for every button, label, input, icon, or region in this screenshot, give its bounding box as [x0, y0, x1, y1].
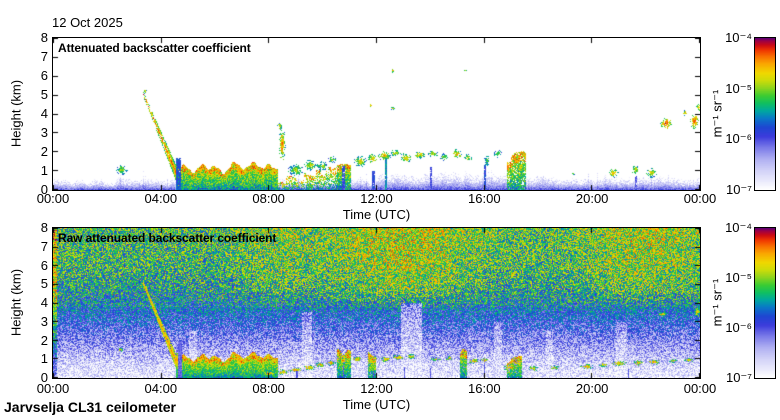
x-tick-label: 04:00 [144, 191, 178, 206]
x-tick-label: 00:00 [683, 381, 717, 396]
x-tick-label: 00:00 [36, 191, 70, 206]
y-tick-label: 5 [40, 87, 48, 102]
colorbar-tick-label: 10⁻⁴ [725, 220, 752, 235]
x-tick-label: 16:00 [468, 191, 501, 206]
x-tick-label: 04:00 [144, 381, 178, 396]
y-tick-label: 3 [40, 313, 48, 329]
y-tick-label: 8 [40, 220, 48, 235]
y-tick-label: 0 [40, 182, 48, 197]
colorbar-tick-label: 10⁻⁷ [725, 182, 752, 197]
bottom-panel-title: Raw attenuated backscatter coefficient [58, 231, 277, 245]
instrument-label: Jarvselja CL31 ceilometer [4, 399, 176, 415]
colorbar-tick-label: 10⁻⁴ [725, 30, 752, 45]
bottom-x-axis-label: Time (UTC) [342, 397, 411, 412]
bottom-colorbar-unit-label: m⁻¹ sr⁻¹ [709, 278, 725, 327]
x-tick-label: 20:00 [575, 191, 609, 206]
colorbar-tick-label: 10⁻⁷ [725, 370, 752, 385]
top-x-axis-label: Time (UTC) [342, 207, 411, 222]
x-tick-label: 08:00 [252, 381, 285, 396]
y-tick-label: 3 [40, 125, 48, 140]
y-tick-label: 0 [40, 370, 48, 385]
x-tick-label: 16:00 [468, 381, 501, 396]
colorbar-tick-label: 10⁻⁵ [725, 270, 752, 285]
y-tick-label: 2 [40, 144, 48, 159]
y-tick-label: 5 [40, 276, 48, 292]
colorbar-tick-label: 10⁻⁶ [725, 320, 752, 335]
y-tick-label: 1 [40, 351, 48, 367]
x-tick-label: 12:00 [360, 191, 393, 206]
raw-attenuated-backscatter-heatmap [52, 227, 701, 379]
y-tick-label: 4 [40, 106, 48, 121]
colorbar-tick-label: 10⁻⁶ [725, 131, 752, 147]
y-tick-label: 6 [40, 257, 48, 273]
y-tick-label: 1 [40, 163, 48, 178]
bottom-colorbar [754, 227, 776, 379]
y-tick-label: 4 [40, 295, 48, 310]
x-tick-label: 08:00 [252, 191, 285, 206]
colorbar-tick-label: 10⁻⁵ [725, 80, 752, 96]
y-tick-label: 8 [40, 30, 48, 45]
y-tick-label: 7 [40, 238, 48, 254]
attenuated-backscatter-heatmap [52, 37, 701, 191]
x-tick-label: 00:00 [683, 191, 717, 206]
top-colorbar [754, 37, 776, 191]
x-tick-label: 20:00 [575, 381, 609, 396]
y-tick-label: 7 [40, 49, 48, 64]
x-tick-label: 00:00 [36, 381, 70, 396]
y-tick-label: 2 [40, 332, 48, 348]
x-tick-label: 12:00 [360, 381, 393, 396]
y-tick-label: 6 [40, 68, 48, 83]
top-panel-title: Attenuated backscatter coefficient [58, 41, 251, 55]
top-colorbar-unit-label: m⁻¹ sr⁻¹ [709, 89, 725, 138]
date-title: 12 Oct 2025 [52, 15, 123, 30]
